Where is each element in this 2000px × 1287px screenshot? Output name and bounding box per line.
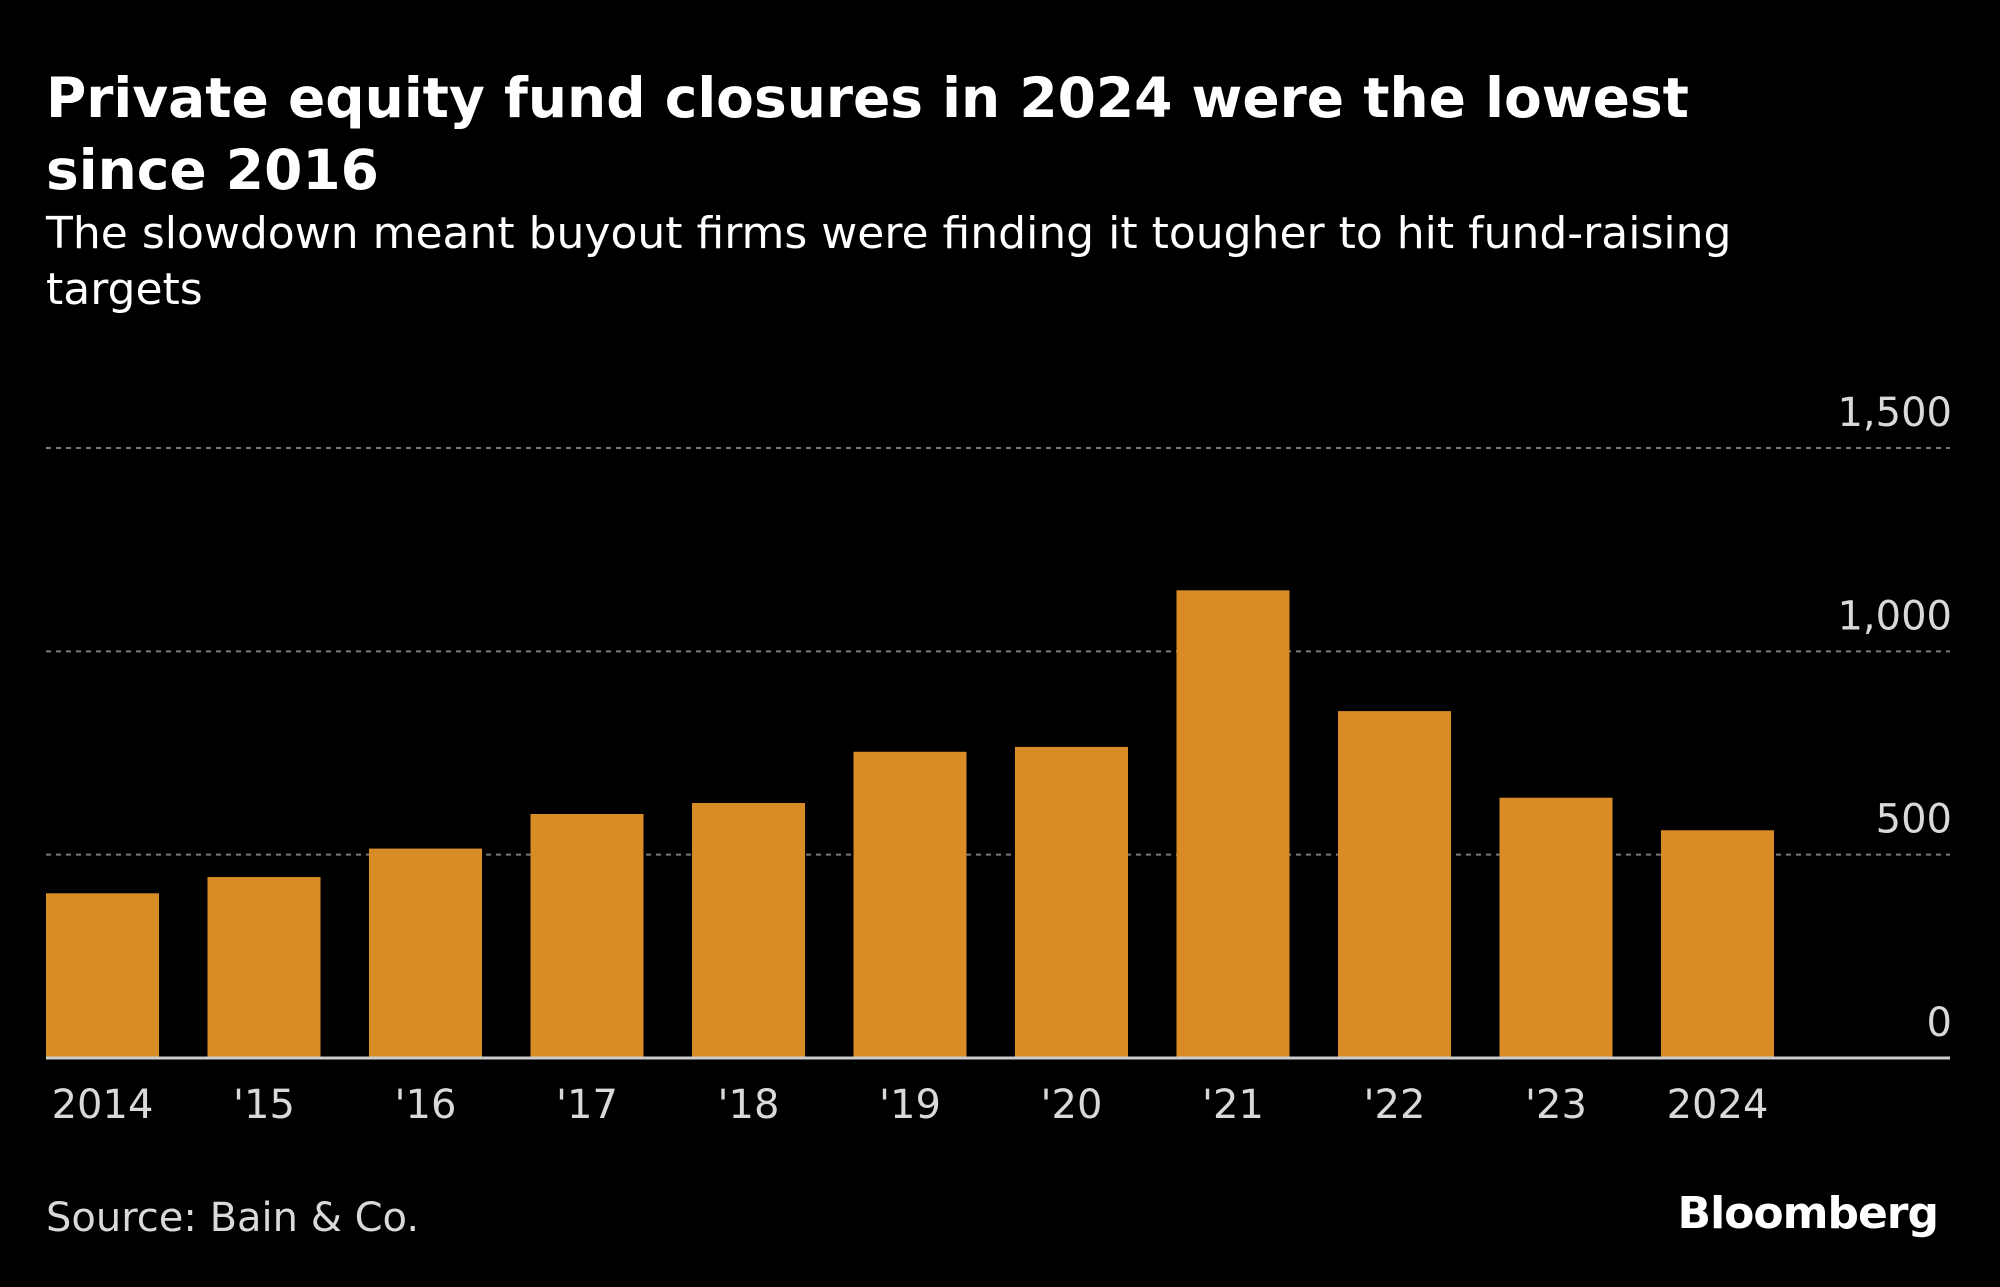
bar-23 [1499,797,1613,1058]
gridlines [46,447,1950,856]
bar-2024 [1661,830,1774,1058]
x-axis-tick-labels: 2014 '15 '16 '17 '18 '19 '20 '21 '22 '23 2024 [52,1082,1769,1128]
chart-subtitle: The slowdown meant buyout firms were fin… [46,208,1732,315]
x-tick-label: '22 [1364,1082,1426,1128]
chart-title: Private equity fund closures in 2024 wer… [46,66,1689,202]
y-tick-label: 0 [1927,1000,1952,1046]
bar-19 [853,751,967,1058]
bar-17 [530,814,644,1058]
source-note: Source: Bain & Co. [46,1195,420,1241]
bar-18 [692,803,805,1058]
x-tick-label: '16 [395,1082,457,1128]
bar-16 [369,848,482,1058]
y-tick-label: 1,500 [1837,390,1952,436]
x-tick-label: '20 [1041,1082,1103,1128]
bar-15 [207,877,321,1058]
x-tick-label: 2014 [52,1082,154,1128]
y-axis-tick-labels: 0 500 1,000 1,500 [1837,390,1952,1046]
y-tick-label: 500 [1876,797,1952,843]
bar-2014 [46,893,159,1058]
x-tick-label: 2024 [1667,1082,1769,1128]
y-tick-label: 1,000 [1837,593,1952,639]
bar-20 [1015,746,1128,1058]
bloomberg-logo: Bloomberg [1677,1188,1939,1239]
bar-22 [1338,711,1451,1058]
x-tick-label: '23 [1525,1082,1587,1128]
x-tick-label: '17 [556,1082,618,1128]
x-tick-label: '18 [718,1082,780,1128]
bars [46,590,1774,1058]
x-tick-label: '15 [233,1082,295,1128]
x-tick-label: '19 [879,1082,941,1128]
bar-21 [1176,590,1290,1058]
x-tick-label: '21 [1202,1082,1264,1128]
